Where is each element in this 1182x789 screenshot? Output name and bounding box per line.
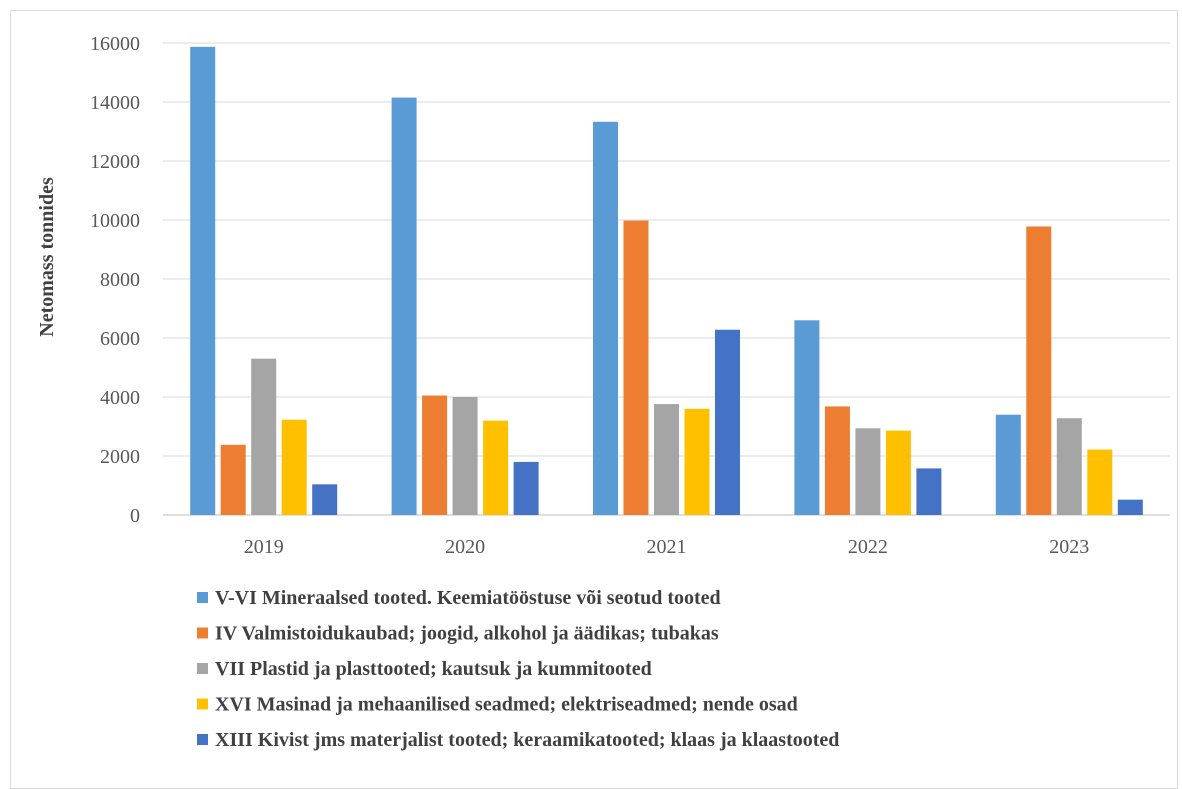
y-tick-label: 12000 — [90, 151, 140, 173]
legend-label: XIII Kivist jms materjalist tooted; kera… — [215, 729, 839, 751]
y-tick-label: 6000 — [100, 328, 140, 350]
y-tick-label: 16000 — [90, 33, 140, 55]
bar — [715, 329, 740, 515]
legend-label: VII Plastid ja plasttooted; kautsuk ja k… — [215, 658, 652, 680]
bar — [855, 428, 881, 515]
y-axis-ticks: 0 2000 4000 6000 8000 10000 12000 14000 16000 — [90, 33, 140, 527]
bar — [1026, 226, 1052, 516]
bar — [654, 404, 679, 515]
x-tick-label: 2023 — [1049, 536, 1089, 558]
bar — [312, 484, 338, 515]
bar — [916, 468, 942, 515]
bar — [885, 430, 911, 515]
legend-swatch — [197, 698, 208, 710]
y-tick-label: 8000 — [100, 269, 140, 291]
legend-label: XVI Masinad ja mehaanilised seadmed; ele… — [215, 694, 798, 716]
y-axis-label: Netomass tonnides — [36, 177, 58, 337]
bar — [623, 220, 649, 515]
bar — [824, 406, 850, 515]
bar — [452, 397, 478, 515]
y-tick-label: 14000 — [90, 92, 140, 114]
bar — [483, 420, 509, 515]
bars — [190, 46, 1143, 516]
legend: V-VI Mineraalsed tooted. Keemiatööstuse … — [197, 587, 839, 751]
bar — [1117, 499, 1143, 515]
x-axis-ticks: 2019 2020 2021 2022 2023 — [244, 536, 1090, 558]
x-tick-label: 2021 — [647, 536, 687, 558]
legend-swatch — [197, 627, 208, 639]
bar — [220, 444, 246, 515]
bar — [1087, 449, 1113, 515]
x-tick-label: 2022 — [848, 536, 888, 558]
bar — [391, 97, 417, 515]
bar — [190, 46, 216, 516]
y-tick-label: 0 — [130, 505, 140, 527]
legend-label: V-VI Mineraalsed tooted. Keemiatööstuse … — [215, 587, 721, 609]
y-tick-label: 4000 — [100, 387, 140, 409]
x-tick-label: 2019 — [244, 536, 284, 558]
y-tick-label: 10000 — [90, 210, 140, 232]
bar — [995, 414, 1021, 515]
legend-swatch — [197, 663, 208, 674]
y-tick-label: 2000 — [100, 446, 140, 468]
bar — [281, 419, 307, 515]
x-tick-label: 2020 — [445, 536, 485, 558]
bar — [251, 358, 277, 515]
bar — [794, 320, 820, 515]
bar — [684, 408, 710, 515]
legend-swatch — [197, 592, 208, 603]
legend-swatch — [197, 734, 208, 745]
bar — [513, 461, 539, 515]
bar — [422, 395, 448, 515]
bar — [593, 121, 618, 515]
legend-label: IV Valmistoidukaubad; joogid, alkohol ja… — [215, 623, 719, 645]
bar — [1056, 418, 1082, 515]
